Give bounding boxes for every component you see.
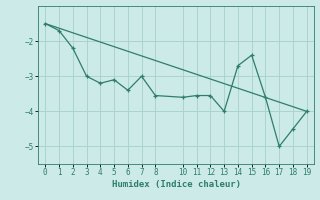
X-axis label: Humidex (Indice chaleur): Humidex (Indice chaleur)	[111, 180, 241, 189]
